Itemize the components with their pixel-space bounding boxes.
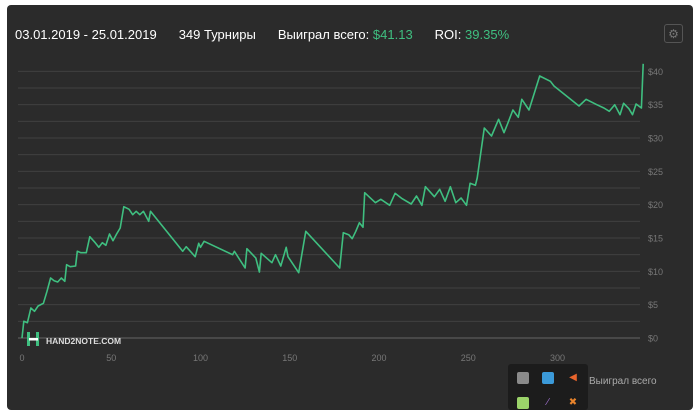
x-tick-label: 0 xyxy=(19,353,24,363)
watermark-logo-bridge xyxy=(29,338,38,341)
legend-series-label[interactable]: Выиграл всего xyxy=(589,376,657,387)
y-tick-label: $35 xyxy=(648,100,663,110)
system-tray: ◀ ∕ ✖ xyxy=(508,364,588,410)
watermark: HAND2NOTE.COM xyxy=(27,332,121,346)
y-tick-label: $5 xyxy=(648,300,658,310)
stats-header: 03.01.2019 - 25.01.2019 349 Турниры Выиг… xyxy=(15,22,509,46)
x-tick-label: 100 xyxy=(193,353,208,363)
x-tick-label: 200 xyxy=(372,353,387,363)
y-tick-label: $20 xyxy=(648,200,663,210)
y-tick-label: $0 xyxy=(648,334,658,344)
y-tick-label: $40 xyxy=(648,67,663,77)
feather-icon[interactable]: ∕ xyxy=(547,397,549,408)
y-tick-label: $30 xyxy=(648,134,663,144)
x-tick-label: 50 xyxy=(106,353,116,363)
total-won-label: Выиграл всего: xyxy=(277,26,370,42)
watermark-logo-bar-left xyxy=(27,332,30,346)
date-range[interactable]: 03.01.2019 - 25.01.2019 xyxy=(15,26,157,42)
x-tick-label: 250 xyxy=(461,353,476,363)
network-icon[interactable] xyxy=(542,372,554,384)
roi-label: ROI: xyxy=(434,26,462,42)
roi-value: 39.35% xyxy=(465,26,510,42)
grid-lines xyxy=(18,70,640,339)
y-axis-ticks: $0 $5 $10 $15 $20 $25 $30 $35 $40 xyxy=(648,67,663,344)
tool-icon[interactable]: ✖ xyxy=(568,397,578,408)
x-axis-ticks: 0 50 100 150 200 250 300 xyxy=(19,353,565,363)
monitor-icon[interactable] xyxy=(517,372,529,384)
x-tick-label: 300 xyxy=(550,353,565,363)
y-tick-label: $25 xyxy=(648,167,663,177)
chart-panel xyxy=(7,5,693,410)
series-line-total-won xyxy=(21,63,644,339)
tournament-count: 349 Турниры xyxy=(178,26,256,42)
total-won: Выиграл всего: $41.13 xyxy=(278,27,413,42)
y-tick-label: $15 xyxy=(648,234,663,244)
total-won-value: $41.13 xyxy=(372,26,413,42)
chat-icon[interactable] xyxy=(517,397,529,409)
watermark-text: HAND2NOTE.COM xyxy=(46,336,121,346)
volume-icon[interactable]: ◀ xyxy=(569,372,577,383)
x-tick-label: 150 xyxy=(282,353,297,363)
roi: ROI: 39.35% xyxy=(435,27,509,42)
y-tick-label: $10 xyxy=(648,267,663,277)
settings-gear-icon[interactable]: ⚙ xyxy=(664,24,683,43)
